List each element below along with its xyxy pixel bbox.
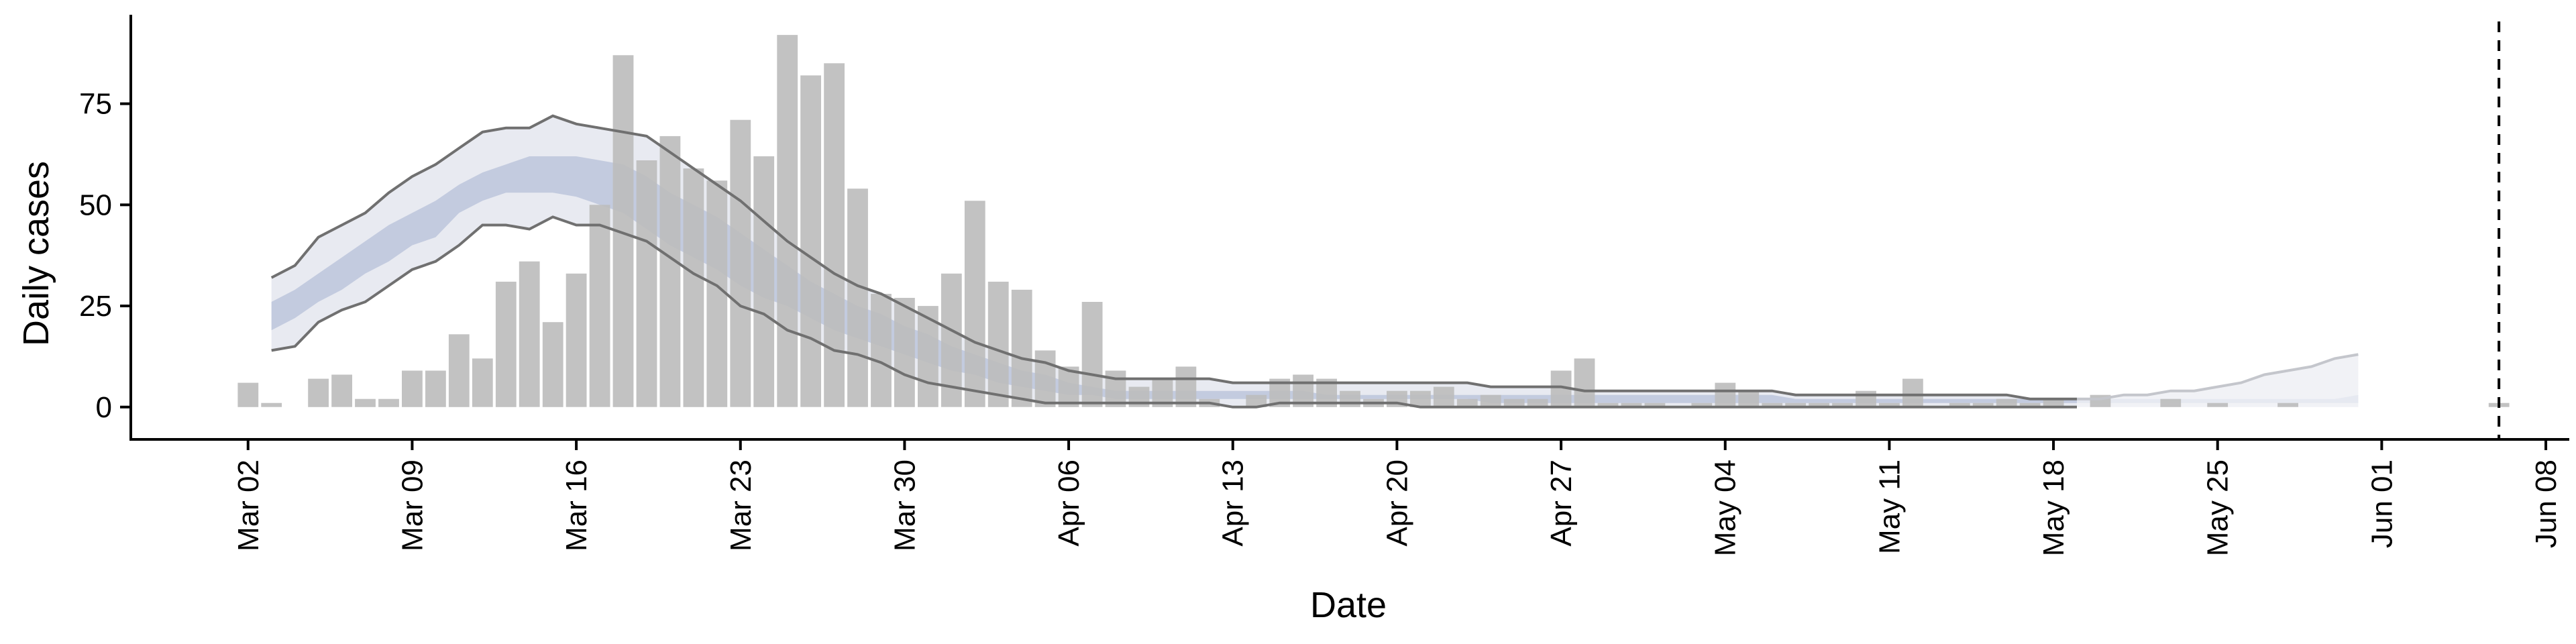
bar [378,398,399,407]
bar [425,370,446,407]
bar [800,75,821,407]
bar [753,156,775,407]
bar [2277,402,2298,407]
bar [1738,390,1760,407]
bar [964,201,985,407]
bar [1293,374,1313,407]
bar [331,374,352,407]
bar [237,382,259,407]
x-tick-label: Apr 27 [1545,460,1578,547]
x-ticks: Mar 02 Mar 09 Mar 16 Mar 23 Mar 30 Apr 06 Apr … [232,439,2563,556]
y-axis-label: Daily cases [16,161,56,346]
bar [871,294,892,407]
x-tick-label: May 25 [2202,460,2235,556]
bar [2043,398,2064,407]
x-tick-label: Jun 01 [2365,460,2398,548]
y-ticks: 0 25 50 75 [79,88,131,424]
bar [2207,402,2229,407]
bar [730,119,751,407]
bar [1949,402,1970,407]
bar [1621,402,1642,407]
bar [683,168,704,407]
bar [2019,402,2041,407]
bar [1902,378,1923,407]
bar [1433,386,1454,407]
bar [1785,402,1806,407]
bar [1691,402,1713,407]
x-tick-label: Apr 13 [1217,460,1250,547]
bar [472,358,493,407]
x-tick-label: Mar 23 [724,460,757,551]
bar [659,136,681,407]
bar [1809,402,1829,407]
interval-lines-layer [270,114,2359,409]
bar [1762,402,1783,407]
x-tick-label: May 18 [2037,460,2070,556]
x-tick-label: Mar 02 [232,460,265,551]
bar [495,281,517,407]
bar [894,298,915,407]
bar [566,273,587,407]
bar [355,398,376,407]
bar [1175,366,1197,407]
x-tick-label: Apr 20 [1381,460,1413,547]
bar [706,180,728,407]
bar [1972,402,1994,407]
bar [1856,390,1876,407]
forecast-upper-90-line [2077,353,2359,400]
y-tick-label: 25 [79,290,112,323]
x-tick-label: May 04 [1709,460,1742,556]
bar [402,370,423,407]
bar [308,378,329,407]
bar [1644,402,1666,407]
bar [1105,370,1126,407]
bar [1715,382,1736,407]
bar [1503,398,1525,407]
bar [1832,402,1853,407]
bar [1574,358,1595,407]
bar [824,63,845,407]
bar [542,322,564,407]
bar [1034,350,1056,407]
x-tick-label: Jun 08 [2530,460,2563,548]
bar [1879,402,1900,407]
bar [589,205,610,407]
x-tick-label: Apr 06 [1053,460,1085,547]
lower-90-line [271,215,2077,409]
y-tick-label: 0 [96,391,112,424]
upper-90-line [270,114,2077,400]
y-tick-label: 50 [79,189,112,221]
bar [448,334,470,407]
bar [519,261,540,407]
bar [777,35,798,407]
bar [1246,394,1267,407]
bars-layer [237,35,2510,407]
bar [1527,398,1548,407]
x-axis-label: Date [1310,585,1387,625]
bar [1081,302,1103,407]
bar [1480,394,1501,407]
bar [847,189,868,407]
bar [1340,390,1360,407]
bar [1058,366,1079,407]
x-tick-label: Mar 09 [396,460,429,551]
bar [2160,398,2182,407]
bar [987,281,1009,407]
bar [636,160,657,407]
bar [1597,402,1619,407]
bar [1996,398,2017,407]
bar [1456,398,1478,407]
x-tick-label: Mar 16 [560,460,593,551]
y-tick-label: 75 [79,88,112,121]
forecast-ci-90-band [2077,354,2359,407]
ci-50-band-layer [271,156,2359,403]
x-tick-label: Mar 30 [888,460,921,551]
forecast-ci-50-band [2077,394,2359,403]
bar [261,402,282,407]
x-tick-label: May 11 [1873,460,1906,554]
bar [1410,390,1431,407]
bar [1011,289,1032,407]
